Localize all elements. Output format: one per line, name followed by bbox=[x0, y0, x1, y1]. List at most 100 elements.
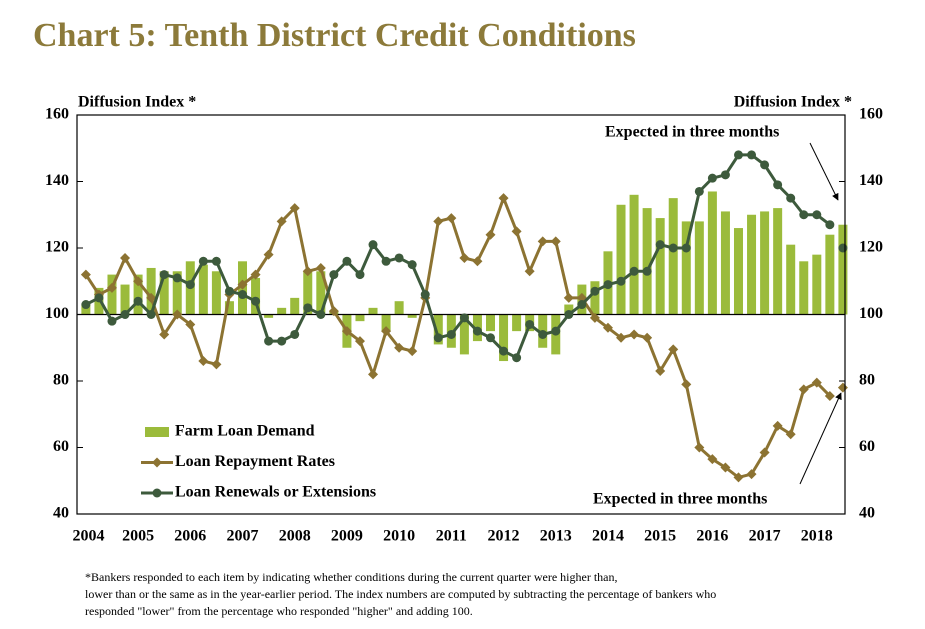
bar bbox=[264, 314, 274, 318]
marker bbox=[525, 319, 535, 329]
marker bbox=[538, 329, 548, 339]
marker bbox=[81, 300, 91, 310]
marker bbox=[472, 326, 482, 336]
bar bbox=[720, 211, 730, 315]
marker bbox=[237, 279, 248, 290]
marker bbox=[837, 382, 848, 393]
marker bbox=[381, 256, 391, 266]
legend-swatch bbox=[152, 488, 162, 498]
marker bbox=[185, 280, 195, 290]
bar bbox=[512, 314, 522, 332]
marker bbox=[498, 193, 509, 204]
marker bbox=[642, 332, 653, 343]
marker bbox=[381, 326, 392, 337]
marker bbox=[354, 336, 365, 347]
bar bbox=[629, 194, 639, 315]
marker bbox=[485, 333, 495, 343]
bar bbox=[172, 271, 182, 315]
marker bbox=[564, 310, 574, 319]
chart-title: Chart 5: Tenth District Credit Condition… bbox=[33, 17, 636, 54]
marker bbox=[407, 260, 417, 270]
marker bbox=[106, 282, 117, 293]
footnote: responded "lower" from the percentage wh… bbox=[85, 604, 473, 618]
marker bbox=[747, 150, 757, 160]
marker bbox=[590, 286, 600, 296]
marker bbox=[289, 203, 300, 214]
marker bbox=[629, 329, 640, 340]
bar bbox=[303, 271, 313, 315]
marker bbox=[80, 269, 91, 280]
marker bbox=[159, 270, 169, 280]
legend-swatch bbox=[152, 457, 162, 468]
y2-tick-label: 60 bbox=[859, 438, 875, 455]
marker bbox=[316, 310, 326, 319]
y-tick-label: 140 bbox=[45, 172, 69, 189]
marker bbox=[446, 213, 457, 224]
marker bbox=[773, 180, 783, 190]
marker bbox=[133, 296, 143, 306]
bar bbox=[433, 314, 443, 345]
x-tick-label: 2005 bbox=[122, 528, 154, 545]
marker bbox=[511, 226, 522, 237]
bar bbox=[407, 314, 417, 318]
marker bbox=[720, 462, 731, 473]
x-tick-label: 2017 bbox=[749, 528, 781, 545]
marker bbox=[146, 292, 157, 303]
plot-frame bbox=[76, 114, 846, 515]
y-tick-label: 60 bbox=[53, 438, 69, 455]
bar bbox=[707, 191, 717, 315]
bar bbox=[590, 281, 600, 315]
bar bbox=[485, 314, 495, 332]
marker bbox=[655, 240, 665, 250]
marker bbox=[459, 252, 470, 263]
marker bbox=[694, 186, 704, 196]
x-tick-label: 2010 bbox=[383, 528, 415, 545]
x-tick-label: 2016 bbox=[696, 528, 728, 545]
marker bbox=[485, 229, 496, 240]
marker bbox=[563, 292, 574, 303]
marker bbox=[303, 303, 313, 313]
marker bbox=[707, 454, 718, 465]
x-tick-label: 2008 bbox=[279, 528, 311, 545]
y-tick-label: 160 bbox=[45, 106, 69, 123]
marker bbox=[328, 306, 339, 317]
x-tick-label: 2013 bbox=[540, 528, 572, 545]
annotation-arrow bbox=[799, 392, 842, 485]
bar bbox=[211, 271, 221, 315]
bar bbox=[381, 314, 391, 332]
marker bbox=[472, 256, 483, 267]
legend-label: Farm Loan Demand bbox=[175, 423, 315, 440]
marker bbox=[211, 256, 221, 266]
marker bbox=[812, 210, 822, 220]
marker bbox=[772, 420, 783, 431]
x-tick-label: 2006 bbox=[174, 528, 206, 545]
x-tick-label: 2014 bbox=[592, 528, 624, 545]
bar bbox=[81, 304, 91, 315]
marker bbox=[159, 329, 170, 340]
marker bbox=[799, 210, 809, 220]
marker bbox=[824, 390, 835, 401]
annotation-arrow bbox=[809, 142, 839, 201]
marker bbox=[368, 240, 378, 250]
x-tick-label: 2009 bbox=[331, 528, 363, 545]
marker bbox=[760, 160, 770, 170]
marker bbox=[707, 173, 717, 183]
bar bbox=[642, 208, 652, 315]
bar bbox=[107, 274, 117, 315]
y-axis-label: Diffusion Index * bbox=[78, 94, 196, 111]
y2-tick-label: 140 bbox=[859, 172, 883, 189]
bar bbox=[681, 221, 691, 315]
bar bbox=[733, 228, 743, 315]
bar bbox=[159, 271, 169, 315]
annotation: Expected in three months bbox=[605, 124, 779, 141]
marker bbox=[825, 220, 835, 230]
marker bbox=[537, 236, 548, 247]
bar bbox=[760, 211, 770, 315]
bar bbox=[838, 224, 848, 315]
x-tick-label: 2012 bbox=[488, 528, 520, 545]
marker bbox=[329, 270, 339, 280]
marker bbox=[394, 342, 405, 353]
marker bbox=[394, 253, 404, 263]
